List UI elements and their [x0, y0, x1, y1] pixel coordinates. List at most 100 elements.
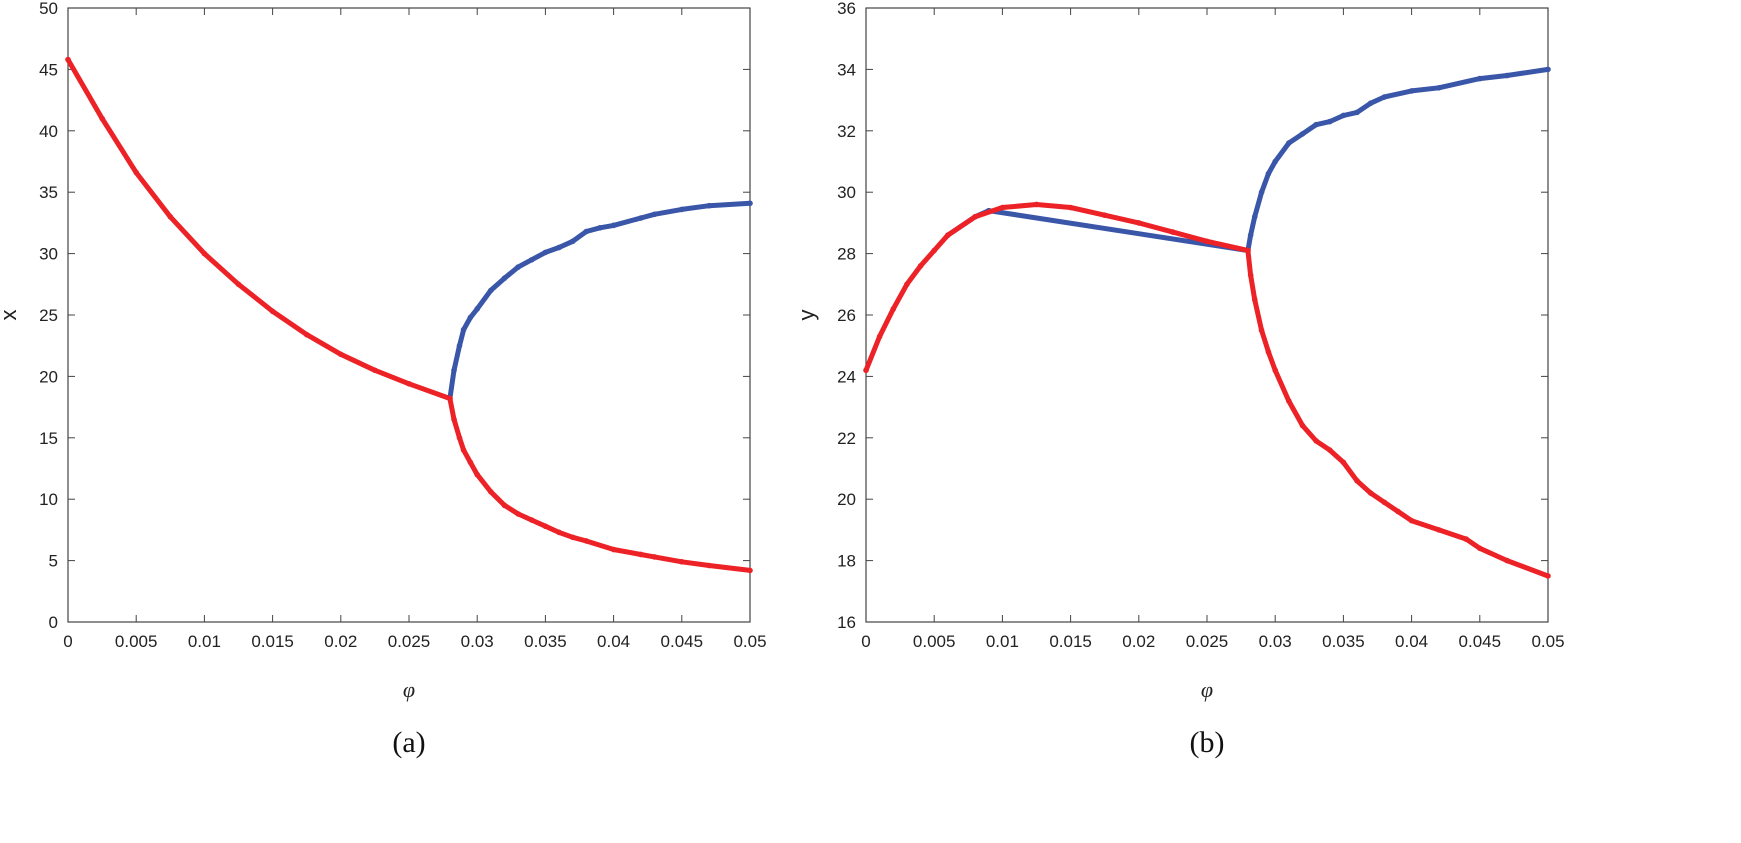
- data-point: [1354, 477, 1360, 484]
- data-point: [876, 333, 883, 340]
- data-point: [338, 351, 344, 358]
- y-tick-label: 25: [39, 306, 58, 325]
- data-point: [1251, 213, 1258, 220]
- y-tick-label: 26: [837, 306, 856, 325]
- x-tick-label: 0.02: [324, 632, 357, 651]
- data-point: [167, 213, 174, 220]
- data-point: [1326, 118, 1333, 125]
- data-point: [372, 367, 378, 374]
- y-tick-label: 15: [39, 429, 58, 448]
- data-point: [528, 256, 535, 263]
- x-tick-label: 0.045: [1459, 632, 1502, 651]
- data-point: [1258, 327, 1265, 334]
- data-point: [1170, 229, 1176, 235]
- data-point: [651, 554, 658, 560]
- data-point: [1265, 349, 1272, 355]
- data-point: [890, 306, 897, 312]
- data-point: [638, 215, 644, 221]
- data-point: [1545, 66, 1551, 73]
- x-axis-label: φ: [1201, 677, 1213, 702]
- x-tick-label: 0.015: [251, 632, 294, 651]
- x-tick-label: 0.015: [1049, 632, 1092, 651]
- data-point: [638, 551, 644, 558]
- panel-caption: (a): [392, 726, 425, 759]
- data-point: [1247, 272, 1254, 278]
- data-point: [863, 367, 869, 374]
- data-point: [1340, 112, 1347, 119]
- x-tick-label: 0.04: [1395, 632, 1428, 651]
- data-point: [569, 238, 576, 245]
- x-axis-label: φ: [403, 677, 415, 702]
- data-point: [99, 115, 105, 122]
- y-tick-label: 34: [837, 60, 856, 79]
- x-tick-label: 0.035: [1322, 632, 1365, 651]
- y-tick-label: 30: [39, 245, 58, 264]
- x-tick-label: 0.01: [188, 632, 221, 651]
- data-point: [1436, 527, 1442, 533]
- data-point: [1286, 140, 1292, 146]
- data-point: [569, 534, 576, 541]
- data-point: [1265, 170, 1272, 177]
- data-point: [1477, 545, 1483, 552]
- data-point: [1313, 438, 1319, 444]
- x-tick-label: 0.035: [524, 632, 567, 651]
- y-tick-label: 5: [49, 552, 58, 571]
- data-point: [201, 250, 208, 257]
- data-point: [1367, 490, 1374, 496]
- data-point: [1395, 508, 1401, 515]
- series-lower-branch: [1245, 248, 1551, 579]
- data-point: [269, 308, 276, 315]
- data-point: [1354, 109, 1360, 116]
- series-upper-branch: [945, 66, 1551, 253]
- data-point: [1504, 72, 1510, 79]
- data-point: [679, 206, 685, 213]
- data-point: [1367, 100, 1374, 106]
- x-tick-label: 0.005: [913, 632, 956, 651]
- data-point: [651, 211, 658, 218]
- series-stable-branch: [65, 57, 453, 401]
- data-point: [610, 546, 617, 553]
- series-lower-branch: [447, 396, 753, 573]
- data-point: [1477, 75, 1483, 82]
- data-point: [931, 247, 937, 254]
- data-point: [1545, 573, 1551, 579]
- data-point: [679, 559, 685, 565]
- data-point: [1313, 121, 1319, 128]
- x-tick-label: 0: [861, 632, 870, 651]
- series-stable-branch: [863, 202, 1251, 373]
- data-point: [542, 523, 549, 530]
- data-point: [904, 281, 910, 288]
- data-point: [1408, 88, 1415, 94]
- data-point: [597, 225, 603, 231]
- data-point: [1381, 499, 1388, 506]
- y-tick-label: 18: [837, 552, 856, 571]
- data-point: [1033, 201, 1040, 208]
- y-tick-label: 45: [39, 60, 58, 79]
- data-point: [1286, 398, 1292, 404]
- x-tick-label: 0.05: [733, 632, 766, 651]
- data-point: [945, 232, 951, 238]
- panel-caption: (b): [1190, 726, 1225, 759]
- data-point: [1272, 367, 1278, 374]
- x-tick-label: 0.005: [115, 632, 158, 651]
- data-point: [447, 395, 453, 402]
- data-point: [1463, 536, 1469, 542]
- data-point: [460, 326, 467, 333]
- y-tick-label: 0: [49, 613, 58, 632]
- data-point: [583, 228, 590, 235]
- data-point: [515, 511, 521, 517]
- y-tick-label: 24: [837, 367, 856, 386]
- x-tick-label: 0.03: [1259, 632, 1292, 651]
- data-point: [1340, 459, 1347, 466]
- y-tick-label: 32: [837, 122, 856, 141]
- data-point: [303, 331, 310, 338]
- data-point: [65, 56, 71, 63]
- data-point: [1258, 189, 1265, 195]
- y-tick-label: 20: [837, 490, 856, 509]
- data-point: [1204, 238, 1210, 245]
- data-point: [1272, 158, 1278, 165]
- data-point: [706, 202, 712, 209]
- x-tick-label: 0: [63, 632, 72, 651]
- data-point: [1136, 220, 1142, 226]
